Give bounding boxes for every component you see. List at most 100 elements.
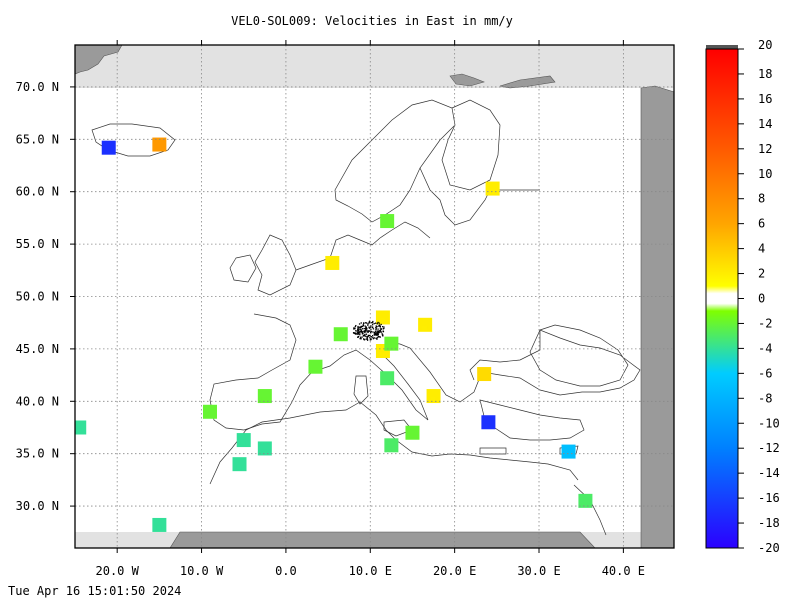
velocity-cell	[333, 327, 348, 342]
velocity-cell	[375, 310, 390, 325]
colorbar: 20181614121086420-2-4-6-8-10-12-14-16-18…	[705, 38, 780, 555]
station-dot	[362, 330, 364, 333]
colorbar-tick-label: 16	[758, 92, 772, 106]
colorbar-tick-label: 10	[758, 167, 772, 181]
station-dot	[382, 335, 384, 337]
station-dot	[358, 332, 360, 334]
station-cluster	[352, 320, 385, 341]
velocity-cell	[257, 389, 272, 404]
lon-tick-label: 30.0 E	[517, 564, 560, 578]
station-dot	[383, 326, 385, 328]
coast-scandinavia	[334, 99, 456, 223]
velocity-cell	[152, 137, 167, 152]
coast-sicily	[383, 419, 413, 437]
station-dot	[363, 338, 365, 340]
station-dot	[376, 323, 378, 325]
velocity-cell-notch	[388, 344, 394, 349]
velocity-cell-notch	[582, 501, 588, 506]
station-dot	[369, 327, 371, 329]
station-dot	[379, 331, 382, 333]
station-dot	[381, 326, 384, 328]
station-dot	[354, 332, 356, 334]
colorbar-gradient	[705, 48, 739, 549]
station-dot	[369, 330, 371, 332]
station-dot	[357, 325, 359, 328]
lon-tick-label: 20.0 E	[433, 564, 476, 578]
station-dot	[374, 330, 377, 332]
velocity-cell-notch	[329, 263, 335, 268]
velocity-cell	[481, 415, 496, 430]
station-dot	[354, 326, 356, 328]
station-dot	[372, 328, 375, 330]
station-dot	[365, 322, 368, 324]
lat-tick-label: 60.0 N	[16, 185, 59, 199]
coast-britain	[254, 234, 297, 296]
station-dot	[359, 334, 361, 336]
velocity-cell	[405, 425, 420, 440]
station-dot	[375, 333, 377, 335]
coast-turkey	[479, 399, 585, 441]
station-dot	[376, 337, 378, 339]
station-dot	[356, 333, 358, 335]
lat-tick-label: 65.0 N	[16, 132, 59, 146]
station-dot	[374, 332, 377, 334]
station-dot	[370, 325, 372, 327]
station-dot	[357, 335, 360, 338]
station-dot	[368, 320, 371, 322]
lat-tick-label: 45.0 N	[16, 342, 59, 356]
station-dot	[365, 338, 367, 340]
station-dot	[374, 333, 376, 335]
station-dot	[361, 328, 364, 330]
station-dot	[375, 337, 377, 339]
colorbar-tick-label: -18	[758, 516, 780, 530]
colorbar-ticks: 20181614121086420-2-4-6-8-10-12-14-16-18…	[738, 38, 780, 555]
station-dot	[362, 322, 365, 324]
colorbar-tick-label: -14	[758, 466, 780, 480]
lon-tick-label: 20.0 W	[96, 564, 140, 578]
colorbar-tick-label: 14	[758, 117, 772, 131]
station-dot	[373, 337, 376, 339]
station-dot	[364, 331, 366, 334]
colorbar-tick-label: -20	[758, 541, 780, 555]
station-dot	[377, 336, 380, 338]
station-dot	[356, 330, 359, 332]
station-dot	[358, 333, 360, 335]
station-dot	[365, 328, 367, 330]
africa-south-land	[169, 531, 596, 548]
station-dot	[373, 322, 375, 325]
station-dot	[363, 330, 365, 332]
station-dot	[382, 328, 384, 330]
colorbar-tick-label: -2	[758, 316, 772, 330]
lon-tick-label: 10.0 W	[180, 564, 224, 578]
station-dot	[376, 338, 378, 340]
station-dot	[368, 321, 370, 323]
map-title: VEL0-SOL009: Velocities in East in mm/y	[231, 14, 513, 28]
station-dot	[362, 324, 364, 326]
station-dot	[361, 336, 363, 338]
station-dot	[357, 328, 359, 331]
lon-tick-label: 40.0 E	[602, 564, 645, 578]
station-dot	[373, 331, 376, 334]
station-dot	[372, 335, 374, 337]
latitude-axis: 70.0 N 65.0 N 60.0 N 55.0 N 50.0 N 45.0 N 40.0…	[16, 80, 75, 513]
station-dot	[357, 332, 359, 334]
station-dot	[378, 324, 381, 327]
station-dot	[379, 328, 382, 330]
novaya-zemlya-land	[499, 75, 556, 89]
velocity-cell	[257, 441, 272, 456]
station-dot	[355, 330, 357, 332]
station-dot	[374, 322, 377, 324]
station-dot	[380, 331, 383, 333]
colorbar-tick-label: -8	[758, 391, 772, 405]
velocity-cell-notch	[312, 367, 318, 372]
station-dot	[366, 337, 368, 339]
station-dot	[361, 333, 364, 335]
station-dot	[358, 330, 360, 333]
station-dot	[370, 328, 372, 330]
velocity-cell-notch	[379, 318, 385, 323]
velocity-cell-notch	[156, 145, 162, 150]
station-dot	[371, 326, 374, 328]
velocity-cell	[384, 438, 399, 453]
velocity-cell-notch	[261, 397, 267, 402]
station-dot	[378, 331, 380, 333]
